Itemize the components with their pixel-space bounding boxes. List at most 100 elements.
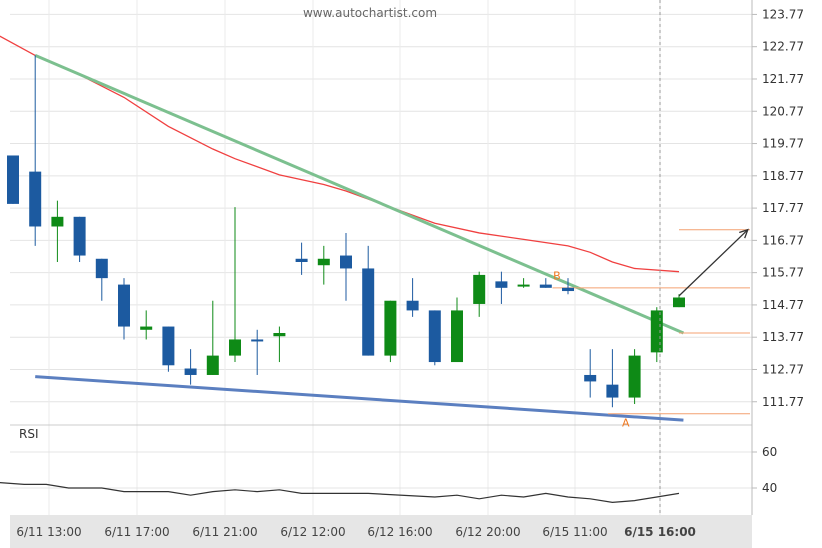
candle-body [451,310,463,363]
time-tick-label: 6/12 16:00 [367,525,432,539]
candle-body [673,297,685,308]
price-tick-label: 119.77 [762,137,804,151]
rsi-tick-label: 60 [762,445,777,459]
candle-body [140,326,153,330]
time-tick-label: 6/12 20:00 [455,525,520,539]
candle [451,297,463,363]
price-tick-label: 118.77 [762,169,804,183]
candle-body [162,326,175,366]
point-label-A: A [622,417,630,430]
candle-body [95,258,108,279]
candle [628,349,641,405]
rsi-series [0,482,680,504]
candle [184,349,197,385]
candle [140,310,153,340]
price-tick-label: 121.77 [762,72,804,86]
grid [10,0,752,515]
candle [473,271,486,317]
price-tick-label: 116.77 [762,233,804,247]
candle [562,278,574,295]
price-tick-label: 122.77 [762,40,804,54]
candle-body [206,355,219,375]
price-tick-label: 117.77 [762,201,804,215]
candle [29,55,42,246]
time-tick-label: 6/12 12:00 [280,525,345,539]
candle [7,155,19,204]
candle [606,349,619,408]
candle-body [317,258,330,266]
candle [51,200,64,262]
time-tick-label: 6/11 17:00 [104,525,169,539]
candle [517,278,530,288]
candle [251,329,264,375]
candle [273,326,286,363]
candle-body [29,171,42,227]
candle-body [495,281,508,288]
support-line [35,375,684,422]
candle [406,278,419,317]
candle-body [362,268,375,356]
candle-body [340,255,352,269]
candle-body [184,368,197,375]
candle [317,245,330,285]
price-tick-label: 120.77 [762,104,804,118]
resistance-line [34,54,685,335]
trend-lines [34,54,685,422]
rsi-label: RSI [19,427,39,441]
time-tick-label: 6/15 16:00 [624,525,696,539]
price-panel [10,0,752,425]
candle [162,326,175,372]
candle [495,271,508,304]
rsi-line [0,482,680,504]
rsi-panel [10,425,752,515]
rsi-grid [10,451,752,489]
candle [340,232,352,301]
candle [362,245,375,356]
candle-body [473,274,486,304]
price-tick-label: 123.77 [762,7,804,21]
candle-body [251,339,264,342]
candle [229,207,241,363]
candle-body [562,287,574,292]
price-tick-label: 111.77 [762,395,804,409]
time-axis: 6/11 13:00 6/11 17:00 6/11 21:00 6/12 12:00… [16,525,696,539]
candle-body [384,300,397,356]
price-tick-label: 113.77 [762,330,804,344]
candle-body [73,216,86,256]
price-tick-label: 115.77 [762,266,804,280]
point-labels: BA [553,270,630,430]
ma-line [0,35,680,273]
price-tick-label: 114.77 [762,298,804,312]
candle-body [295,258,308,262]
rsi-tick-label: 40 [762,481,777,495]
price-tick-label: 112.77 [762,362,804,376]
candle [673,294,685,308]
candles [7,55,685,408]
point-label-B: B [553,270,561,283]
candle [118,278,130,340]
arrow-shaft [678,229,749,297]
candle-body [428,310,441,363]
candle-body [517,284,530,287]
candle [539,278,552,288]
candle-body [650,310,663,353]
candle-body [229,339,241,356]
candle [295,242,308,275]
candle-body [273,333,286,337]
time-axis-band [10,515,752,548]
candle [428,310,441,366]
candle-body [628,355,641,398]
candle-body [606,384,619,398]
candle [206,300,219,375]
candle-body [584,374,597,382]
levels [552,229,750,415]
rsi-axis: 60 40 [752,445,777,495]
time-tick-label: 6/11 13:00 [16,525,81,539]
candle-body [7,155,19,204]
candle-body [539,284,552,288]
moving-average [0,35,680,273]
time-tick-label: 6/15 11:00 [542,525,607,539]
candle [95,258,108,301]
watermark: www.autochartist.com [303,6,437,20]
candle-body [118,284,130,327]
